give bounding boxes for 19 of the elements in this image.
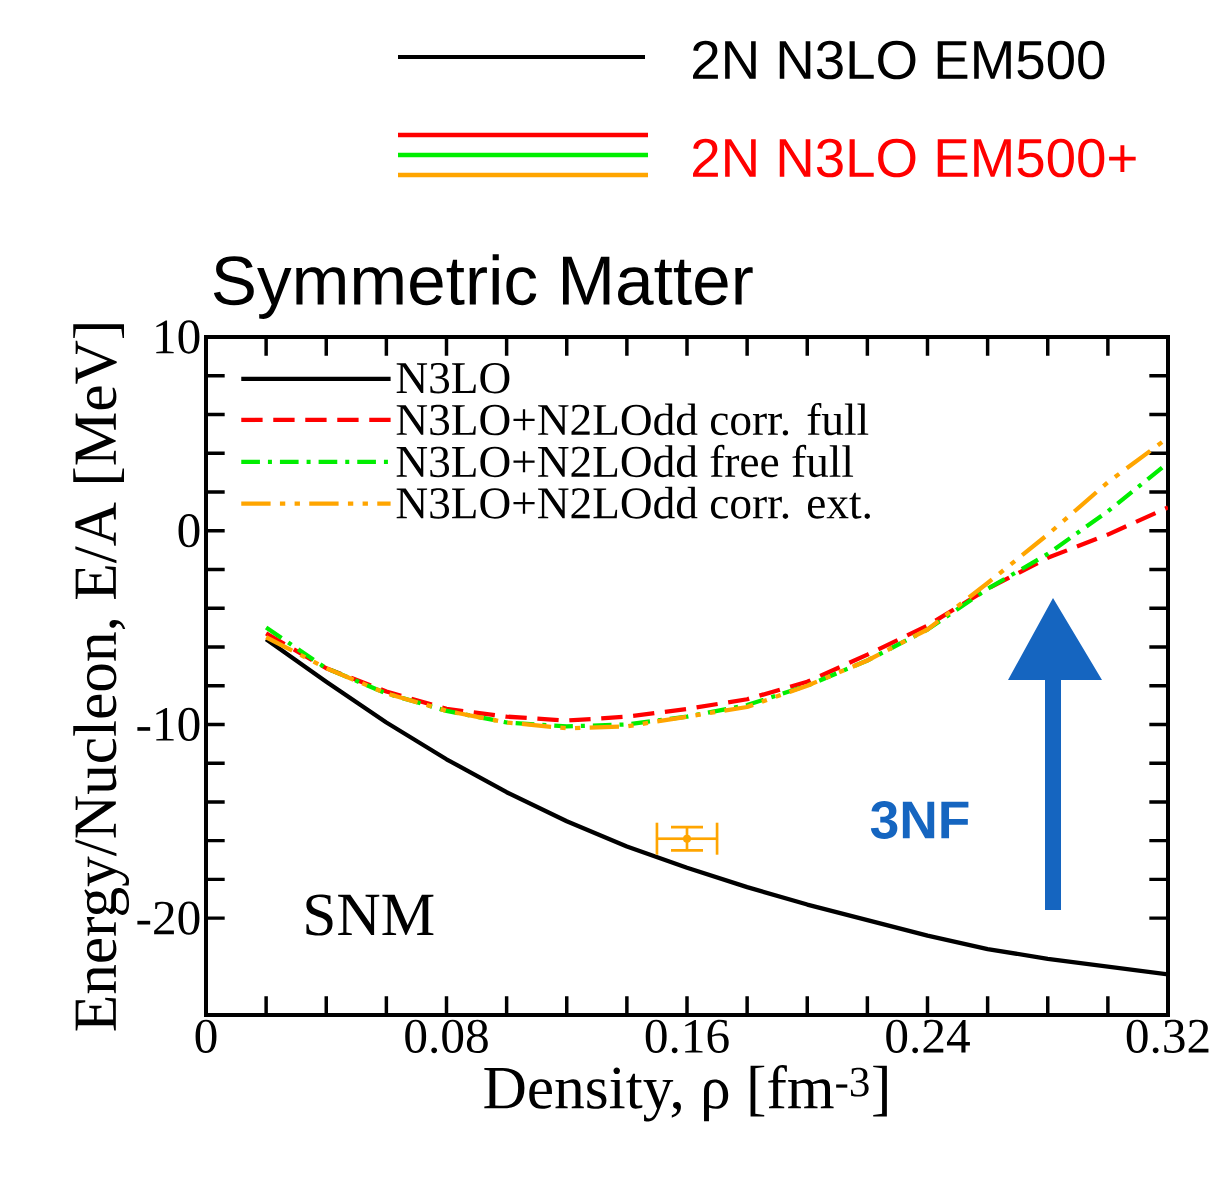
legend-label: N3LO+N2LOdd corr. ext. bbox=[396, 486, 870, 519]
x-tick-label: 0.08 bbox=[405, 1019, 488, 1054]
x-tick-label: 0.16 bbox=[645, 1019, 729, 1054]
annotation: SNM bbox=[306, 894, 434, 936]
x-tick-label: 0.32 bbox=[1126, 1019, 1209, 1054]
text: 2N N3LO EM500+ bbox=[693, 138, 1136, 178]
legend-label: N3LO bbox=[396, 362, 510, 394]
x-tick-label: 0.24 bbox=[886, 1019, 970, 1054]
y-tick-label: -10 bbox=[137, 707, 200, 742]
text: 2N N3LO EM500 bbox=[693, 40, 1105, 80]
y-tick-label: -20 bbox=[137, 901, 200, 935]
legend-label: N3LO+N2LOdd corr. full bbox=[396, 402, 869, 436]
y-tick-label: 0 bbox=[178, 514, 200, 548]
chart-title: Symmetric Matter bbox=[213, 254, 753, 319]
annotation: 3NF bbox=[870, 801, 969, 839]
y-tick-label: 10 bbox=[156, 320, 200, 354]
x-axis-title: Density, ρ [fm$^{-3}$] bbox=[484, 1065, 887, 1122]
y-axis-title: Energy/Nucleon, E/A [MeV] bbox=[73, 324, 130, 1031]
legend-label: N3LO+N2LOdd free full bbox=[396, 444, 854, 478]
